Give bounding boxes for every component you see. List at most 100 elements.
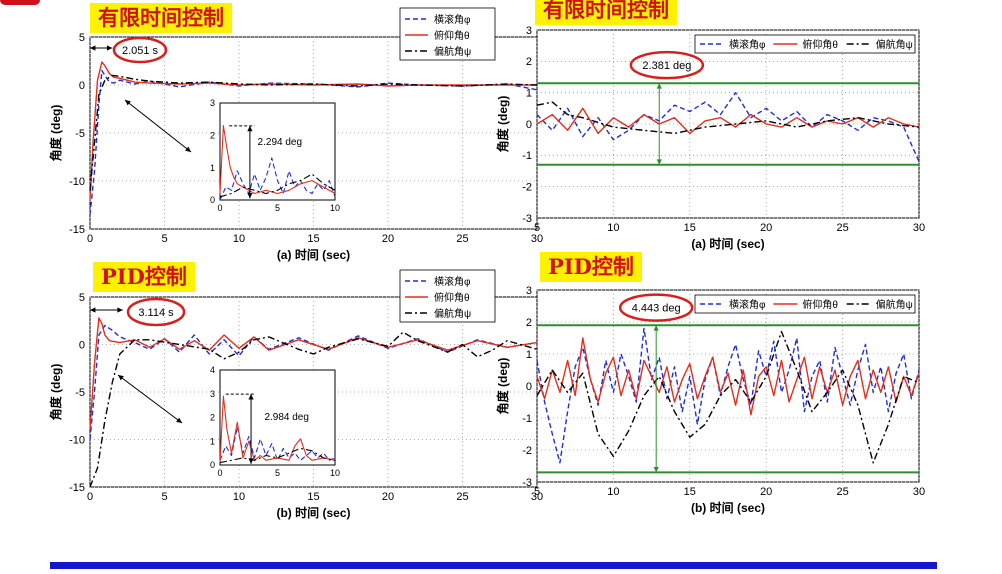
legend: 横滚角φ 俯仰角θ 偏航角ψ xyxy=(694,294,916,314)
series-line-2 xyxy=(89,331,538,488)
chart-a-steady: 5 10 15 20 25 30 3 2 1 0 -1 -2 -3 (a) 时间 (sec) 角度 (deg… xyxy=(495,0,940,255)
x-tick-label: 10 xyxy=(330,203,340,213)
zoom-pointer-arrow xyxy=(124,99,192,153)
y-axis-label: 角度 (deg) xyxy=(495,96,510,153)
series-line-1 xyxy=(89,317,538,431)
x-tick-label: 20 xyxy=(382,233,394,245)
legend-label: 偏航角ψ xyxy=(876,298,913,311)
series-line-1 xyxy=(536,337,920,416)
legend-label: 俯仰角θ xyxy=(802,38,838,51)
zoom-pointer-arrow-head-start xyxy=(118,375,124,381)
series-line-2 xyxy=(536,101,920,135)
settling-time-arrow-head-end xyxy=(106,45,113,51)
y-tick-label: -1 xyxy=(522,413,532,425)
series-line-1 xyxy=(89,61,537,201)
x-tick-label: 10 xyxy=(607,222,619,234)
y-tick-label: 5 xyxy=(79,292,85,304)
y-tick-label: 2 xyxy=(210,130,215,140)
x-tick-label: 20 xyxy=(382,491,394,503)
legend-label: 偏航角ψ xyxy=(876,38,913,51)
inset-peak-label: 2.984 deg xyxy=(264,412,309,423)
settling-time-callout-ellipse xyxy=(126,297,186,327)
x-tick-label: 25 xyxy=(836,222,848,234)
y-tick-label: 5 xyxy=(79,32,85,44)
series-line-2 xyxy=(536,330,920,464)
x-tick-label: 20 xyxy=(760,222,772,234)
series-line-2 xyxy=(219,173,336,198)
y-tick-label: -15 xyxy=(69,482,85,494)
settling-time-arrow-head-end xyxy=(117,307,123,313)
section-title-finite-left: 有限时间控制 xyxy=(90,3,232,33)
y-tick-label: -3 xyxy=(522,213,532,225)
y-tick-label: -1 xyxy=(522,150,532,162)
legend-label: 俯仰角θ xyxy=(434,29,470,42)
legend: 横滚角φ 俯仰角θ 偏航角ψ xyxy=(399,7,496,61)
series-line-0 xyxy=(89,69,538,215)
y-tick-label: -10 xyxy=(69,176,85,188)
plot-frame xyxy=(536,289,920,483)
x-tick-label: 0 xyxy=(87,233,93,245)
y-tick-label: 3 xyxy=(526,285,532,297)
x-tick-label: 15 xyxy=(307,491,319,503)
x-axis-label: (b) 时间 (sec) xyxy=(691,500,765,515)
inset-peak-arrow-head-start xyxy=(248,394,254,400)
chart-b-full: 0 5 10 15 20 25 30 5 0 -5 -10 -15 (b) 时间 (sec) 角度 (de… xyxy=(45,260,543,525)
x-tick-label: 10 xyxy=(233,233,245,245)
x-axis-label: (b) 时间 (sec) xyxy=(276,505,350,520)
bottom-blue-bar xyxy=(50,562,937,569)
x-tick-label: 15 xyxy=(307,233,319,245)
x-tick-label: 20 xyxy=(760,486,772,498)
legend-label: 俯仰角θ xyxy=(434,291,470,304)
legend-box xyxy=(694,34,916,54)
y-tick-label: 0 xyxy=(526,381,532,393)
legend-label: 横滚角φ xyxy=(729,38,766,51)
x-tick-label: 5 xyxy=(275,203,280,213)
inset-peak-arrow-head-end xyxy=(247,192,253,199)
y-tick-label: 0 xyxy=(79,80,85,92)
top-accent-bar xyxy=(0,0,40,5)
legend: 横滚角φ 俯仰角θ 偏航角ψ xyxy=(399,269,496,323)
x-tick-label: 25 xyxy=(456,233,468,245)
series-line-0 xyxy=(219,157,336,201)
legend-label: 偏航角ψ xyxy=(434,45,471,58)
bound-callout-ellipse xyxy=(629,50,705,80)
x-tick-label: 15 xyxy=(684,222,696,234)
y-tick-label: -15 xyxy=(69,224,85,236)
x-tick-label: 5 xyxy=(161,233,167,245)
y-axis-label: 角度 (deg) xyxy=(48,364,63,421)
settling-time-arrow-head-start xyxy=(90,307,96,313)
inset-peak-label: 2.294 deg xyxy=(258,137,303,148)
x-tick-label: 0 xyxy=(87,491,93,503)
series-line-0 xyxy=(89,324,538,440)
settling-time-callout-ellipse xyxy=(112,36,168,64)
bound-callout-label: 4.443 deg xyxy=(632,303,681,315)
x-tick-label: 5 xyxy=(534,486,540,498)
x-tick-label: 25 xyxy=(456,491,468,503)
x-tick-label: 10 xyxy=(330,468,340,478)
y-tick-label: 2 xyxy=(526,317,532,329)
zoom-pointer-arrow-head-end xyxy=(176,417,182,423)
bound-arrow-head-start xyxy=(653,325,659,331)
y-tick-label: 4 xyxy=(210,365,215,375)
y-tick-label: -2 xyxy=(522,445,532,457)
zoom-pointer-arrow xyxy=(117,374,183,424)
x-tick-label: 0 xyxy=(217,468,222,478)
section-title-pid-right: PID控制 xyxy=(540,252,642,282)
settling-time-arrow-head-start xyxy=(90,45,96,51)
x-tick-label: 10 xyxy=(607,486,619,498)
section-title-finite-right: 有限时间控制 xyxy=(535,0,677,25)
x-axis-label: (a) 时间 (sec) xyxy=(277,247,350,262)
bound-callout-ellipse xyxy=(618,293,694,322)
y-tick-label: 0 xyxy=(210,195,215,205)
y-tick-label: 1 xyxy=(210,436,215,446)
series-line-1 xyxy=(219,395,336,463)
settling-time-callout-label: 3.114 s xyxy=(138,307,174,319)
y-tick-label: 2 xyxy=(210,413,215,423)
y-tick-label: 3 xyxy=(210,389,215,399)
y-tick-label: -5 xyxy=(75,128,85,140)
plot-frame xyxy=(536,29,920,219)
